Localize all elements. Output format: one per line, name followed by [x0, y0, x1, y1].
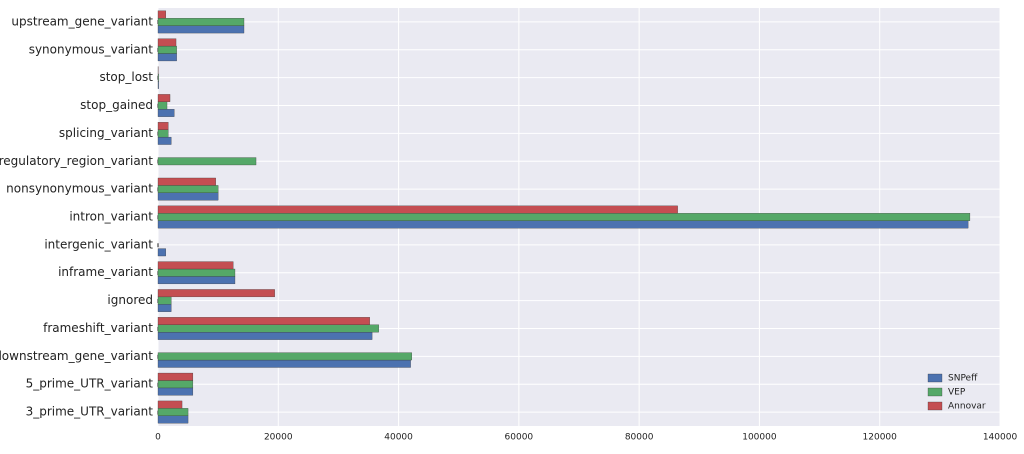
legend-label: Annovar	[948, 402, 986, 412]
bar	[158, 332, 372, 339]
bar	[158, 317, 370, 324]
bar	[158, 178, 216, 185]
x-tick-label: 60000	[505, 433, 534, 443]
legend-swatch	[928, 374, 942, 382]
x-tick-label: 140000	[983, 433, 1018, 443]
y-tick-label: 5_prime_UTR_variant	[26, 377, 154, 391]
bar	[158, 122, 168, 129]
y-tick-label: upstream_gene_variant	[11, 14, 153, 28]
bar	[158, 353, 412, 360]
y-tick-label: stop_gained	[80, 98, 153, 112]
y-tick-label: splicing_variant	[59, 126, 153, 140]
legend-swatch	[928, 388, 942, 396]
legend-label: SNPeff	[948, 374, 978, 384]
bar	[158, 11, 166, 18]
bar	[158, 94, 170, 101]
y-tick-label: inframe_variant	[58, 265, 153, 279]
bar	[158, 249, 166, 256]
legend-label: VEP	[948, 388, 966, 398]
y-tick-label: regulatory_region_variant	[0, 154, 153, 168]
bar	[158, 325, 379, 332]
bar	[158, 297, 171, 304]
bar	[158, 206, 678, 213]
bar	[158, 388, 193, 395]
bar	[158, 74, 159, 81]
bar	[158, 137, 171, 144]
y-tick-label: ignored	[107, 293, 153, 307]
x-tick-label: 80000	[625, 433, 654, 443]
x-tick-label: 20000	[264, 433, 293, 443]
y-tick-label: frameshift_variant	[43, 321, 153, 335]
y-tick-label: intron_variant	[69, 210, 153, 224]
bar	[158, 46, 177, 53]
bar	[158, 54, 177, 61]
y-tick-label: stop_lost	[99, 70, 153, 84]
bar	[158, 39, 176, 46]
y-tick-label: downstream_gene_variant	[0, 349, 153, 363]
x-tick-label: 0	[155, 433, 161, 443]
bar	[158, 81, 159, 88]
bar	[158, 289, 275, 296]
bar	[158, 304, 171, 311]
bar	[158, 109, 174, 116]
bar	[158, 158, 256, 165]
y-tick-label: nonsynonymous_variant	[6, 182, 153, 196]
x-tick-label: 40000	[384, 433, 413, 443]
bar	[158, 401, 182, 408]
bar	[158, 26, 244, 33]
bar	[158, 185, 218, 192]
bar	[158, 373, 193, 380]
bar	[158, 269, 235, 276]
bar	[158, 193, 218, 200]
x-tick-label: 120000	[863, 433, 898, 443]
bar	[158, 276, 235, 283]
bar	[158, 221, 968, 228]
bar	[158, 408, 188, 415]
y-tick-label: synonymous_variant	[29, 42, 154, 56]
bar	[158, 213, 970, 220]
x-tick-label: 100000	[742, 433, 777, 443]
bar	[158, 380, 193, 387]
bar	[158, 416, 188, 423]
bar	[158, 18, 244, 25]
bar	[158, 360, 411, 367]
bar	[158, 262, 233, 269]
y-tick-label: 3_prime_UTR_variant	[26, 405, 154, 419]
y-tick-label: intergenic_variant	[44, 237, 153, 251]
bar	[158, 102, 167, 109]
bar	[158, 130, 168, 137]
legend-swatch	[928, 402, 942, 410]
